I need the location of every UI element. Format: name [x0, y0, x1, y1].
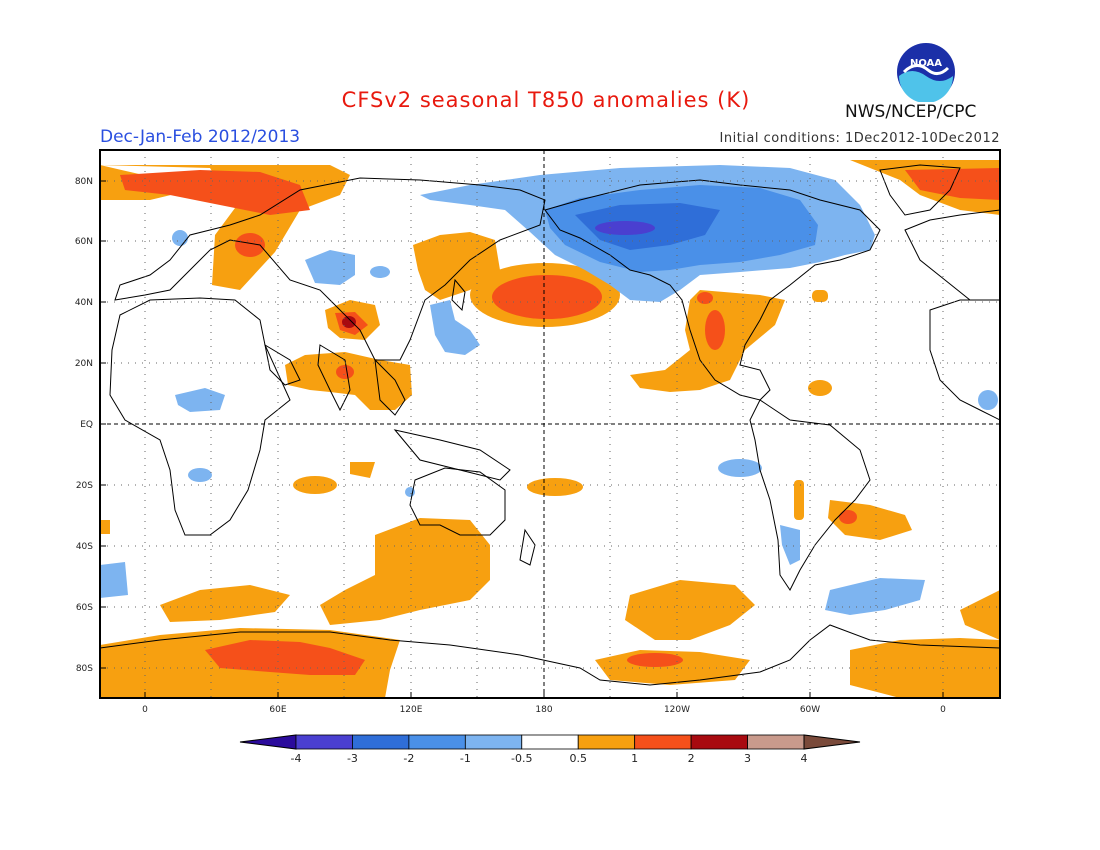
lat-label: 40S — [76, 542, 93, 552]
agency-label: NWS/NCEP/CPC — [845, 102, 977, 122]
lat-label: 40N — [75, 298, 93, 308]
lat-label: EQ — [80, 420, 93, 430]
colorbar-label: 1 — [631, 752, 638, 765]
colorbar-swatch — [352, 734, 410, 750]
lon-label: 60E — [269, 705, 286, 715]
colorbar-swatch — [295, 734, 353, 750]
colorbar-swatch — [577, 734, 636, 750]
lon-label: 120E — [400, 705, 423, 715]
lon-label: 60W — [800, 705, 820, 715]
colorbar-label: 2 — [688, 752, 695, 765]
colorbar-label: 0.5 — [569, 752, 587, 765]
season-label: Dec-Jan-Feb 2012/2013 — [100, 127, 301, 147]
colorbar-label: -0.5 — [511, 752, 532, 765]
map-title: CFSv2 seasonal T850 anomalies (K) — [341, 88, 751, 112]
colorbar-min-arrow — [239, 734, 297, 750]
lat-label: 20S — [76, 481, 93, 491]
anomaly-field — [100, 160, 1000, 698]
colorbar-swatch — [690, 734, 748, 750]
lon-label: 0 — [142, 705, 148, 715]
lon-labels: 0 60E 120E 180 120W 60W 0 — [142, 692, 946, 715]
anomaly-region — [120, 170, 310, 215]
colorbar-max-arrow — [803, 734, 861, 750]
logo-text: NOAA — [910, 58, 942, 69]
anomaly-region — [205, 640, 365, 675]
noaa-logo-icon: NOAA — [897, 43, 955, 102]
lon-label: 120W — [664, 705, 690, 715]
colorbar-label: 3 — [744, 752, 751, 765]
colorbar-swatch — [464, 734, 523, 750]
lon-label: 180 — [535, 705, 552, 715]
colorbar: -4 -3 -2 -1 -0.5 0.5 1 2 3 4 — [239, 734, 861, 765]
lat-label: 20N — [75, 359, 93, 369]
colorbar-label: 4 — [801, 752, 808, 765]
lon-label: 0 — [940, 705, 946, 715]
lat-labels: 80N 60N 40N 20N EQ 20S 40S 60S 80S — [75, 177, 106, 674]
anomaly-region — [625, 580, 755, 640]
anomaly-region — [320, 518, 490, 625]
colorbar-label: -3 — [347, 752, 358, 765]
colorbar-swatch — [521, 734, 579, 750]
colorbar-label: -2 — [403, 752, 414, 765]
lat-label: 80N — [75, 177, 93, 187]
lat-label: 80S — [76, 664, 93, 674]
colorbar-swatch — [747, 734, 805, 750]
colorbar-label: -4 — [291, 752, 302, 765]
anomaly-region — [825, 578, 925, 615]
colorbar-label: -1 — [460, 752, 471, 765]
anomaly-region — [850, 638, 1000, 698]
colorbar-swatch — [634, 734, 692, 750]
initial-conditions-label: Initial conditions: 1Dec2012-10Dec2012 — [719, 131, 1000, 146]
coastlines — [100, 164, 1000, 686]
colorbar-swatch — [408, 734, 466, 750]
lat-label: 60S — [76, 603, 93, 613]
lat-label: 60N — [75, 237, 93, 247]
